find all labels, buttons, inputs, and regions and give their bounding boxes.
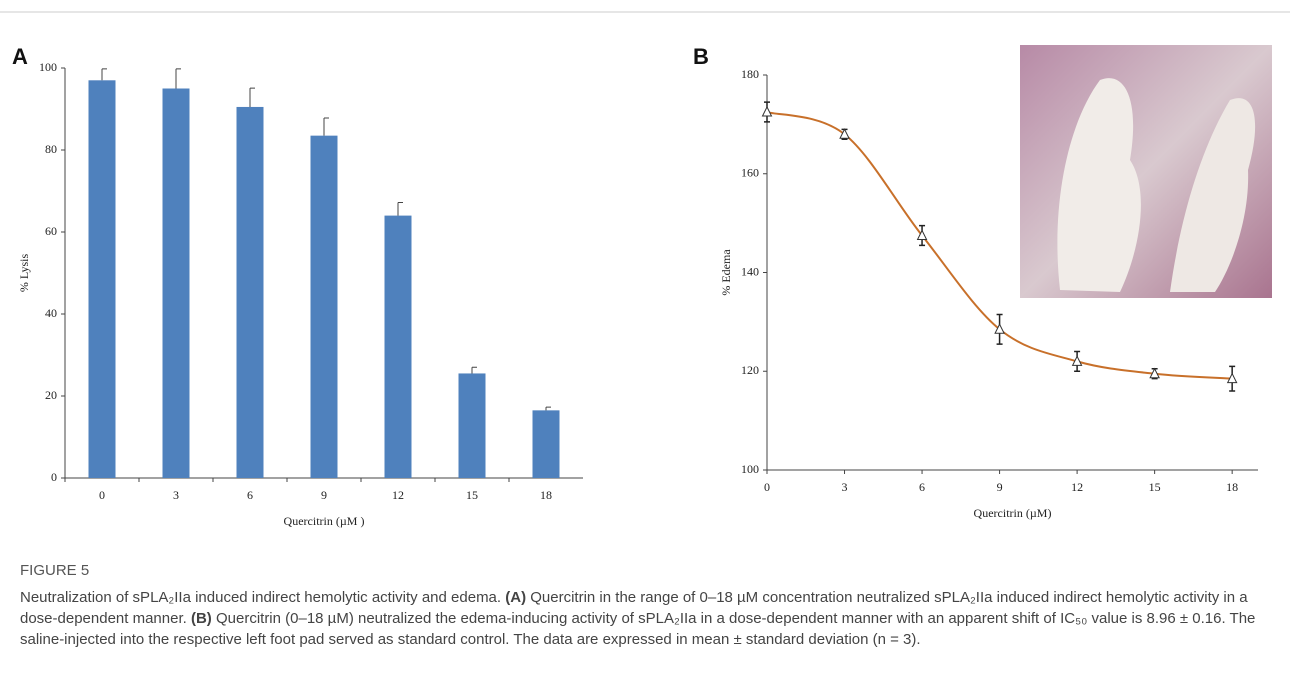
- y-tick-label: 100: [39, 60, 57, 74]
- y-axis-title: % Lysis: [17, 254, 31, 293]
- bar: [532, 410, 560, 478]
- x-tick-label: 6: [919, 480, 925, 494]
- x-tick-label: 18: [1226, 480, 1238, 494]
- x-axis-title: Quercitrin (µM): [974, 506, 1052, 520]
- bar: [384, 215, 412, 478]
- error-bar: [323, 117, 329, 136]
- bar: [458, 373, 486, 478]
- error-bar: [545, 406, 551, 411]
- x-axis-title: Quercitrin (µM ): [284, 514, 365, 528]
- error-bar: [101, 68, 107, 81]
- x-tick-label: 6: [247, 488, 253, 502]
- y-tick-label: 60: [45, 224, 57, 238]
- x-tick-label: 3: [842, 480, 848, 494]
- figure-label: FIGURE 5: [20, 562, 90, 579]
- x-tick-label: 9: [997, 480, 1003, 494]
- x-tick-label: 0: [764, 480, 770, 494]
- photo: [1020, 45, 1272, 298]
- x-tick-label: 9: [321, 488, 327, 502]
- x-tick-label: 18: [540, 488, 552, 502]
- error-bar: [249, 87, 255, 107]
- bar: [236, 106, 264, 478]
- caption-title: Neutralization of sPLA₂IIa induced indir…: [20, 589, 502, 606]
- marker: [1149, 367, 1160, 379]
- panel: B: [693, 44, 709, 69]
- y-tick-label: 20: [45, 388, 57, 402]
- marker: [994, 323, 1005, 334]
- x-tick-label: 12: [392, 488, 404, 502]
- x-tick-label: 15: [466, 488, 478, 502]
- caption-b-label: (B): [190, 610, 212, 627]
- panel: A: [12, 44, 28, 69]
- bar: [162, 88, 190, 478]
- y-tick-label: 100: [741, 462, 759, 476]
- marker: [916, 229, 928, 240]
- marker: [1226, 372, 1238, 384]
- marker: [761, 105, 773, 117]
- y-tick-label: 0: [51, 470, 57, 484]
- x-tick-label: 3: [173, 488, 179, 502]
- x-tick-label: 0: [99, 488, 105, 502]
- error-bar: [397, 201, 403, 216]
- y-tick-label: 120: [741, 363, 759, 377]
- caption-b-text: Quercitrin (0–18 µM) neutralized the ede…: [20, 610, 1256, 648]
- y-tick-label: 160: [741, 166, 759, 180]
- y-tick-label: 180: [741, 67, 759, 81]
- marker: [839, 128, 850, 139]
- y-axis-title: % Edema: [719, 249, 733, 296]
- x-tick-label: 15: [1149, 480, 1161, 494]
- x-tick-label: 12: [1071, 480, 1083, 494]
- y-tick-label: 140: [741, 264, 759, 278]
- marker: [1071, 355, 1083, 366]
- error-bar: [175, 68, 181, 89]
- caption-a-label: (A): [505, 589, 527, 606]
- error-bar: [471, 366, 477, 374]
- y-tick-label: 40: [45, 306, 57, 320]
- y-tick-label: 80: [45, 142, 57, 156]
- caption: FIGURE 5 Neutralization of sPLA₂IIa indu…: [20, 560, 1270, 650]
- caption-a-text: Quercitrin in the range of 0–18 µM conce…: [20, 589, 1248, 627]
- bar: [310, 135, 338, 478]
- bar: [88, 80, 116, 479]
